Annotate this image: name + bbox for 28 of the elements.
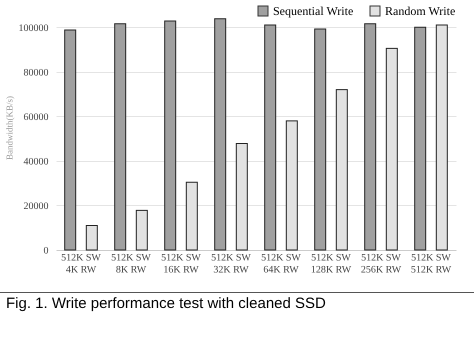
x-tick-label: 512K SW 256K RW bbox=[360, 252, 402, 276]
x-tick-label: 512K SW 16K RW bbox=[161, 252, 202, 276]
y-tick-label: 80000 bbox=[24, 67, 48, 78]
bar bbox=[86, 225, 98, 250]
y-tick-label: 40000 bbox=[24, 156, 48, 168]
bar bbox=[214, 18, 226, 250]
x-tick-label: 512K SW 512K RW bbox=[410, 252, 452, 276]
y-tick-label: 60000 bbox=[24, 112, 48, 123]
legend-label: Random Write bbox=[385, 4, 456, 18]
bar bbox=[264, 24, 276, 250]
x-tick-label: 512K SW 128K RW bbox=[310, 252, 352, 276]
bar bbox=[136, 210, 148, 250]
y-axis-title: Bandwidth(KB/s) bbox=[4, 96, 14, 160]
x-tick-label: 512K SW 4K RW bbox=[61, 252, 102, 276]
y-tick-label: 20000 bbox=[24, 200, 48, 212]
y-tick-label: 0 bbox=[44, 246, 48, 256]
x-tick-label: 512K SW 32K RW bbox=[211, 252, 252, 276]
bar bbox=[114, 23, 126, 250]
caption: Fig. 1. Write performance test with cleaned SSD bbox=[0, 292, 474, 312]
legend-label: Sequential Write bbox=[273, 4, 354, 18]
bar bbox=[64, 29, 76, 250]
x-tick-label: 512K SW 8K RW bbox=[111, 252, 152, 276]
x-tick-label: 512K SW 64K RW bbox=[261, 252, 302, 276]
bar bbox=[414, 26, 426, 250]
y-tick-label: 100000 bbox=[18, 22, 48, 34]
bar bbox=[314, 28, 326, 250]
bar bbox=[164, 20, 176, 250]
bar bbox=[364, 23, 376, 250]
